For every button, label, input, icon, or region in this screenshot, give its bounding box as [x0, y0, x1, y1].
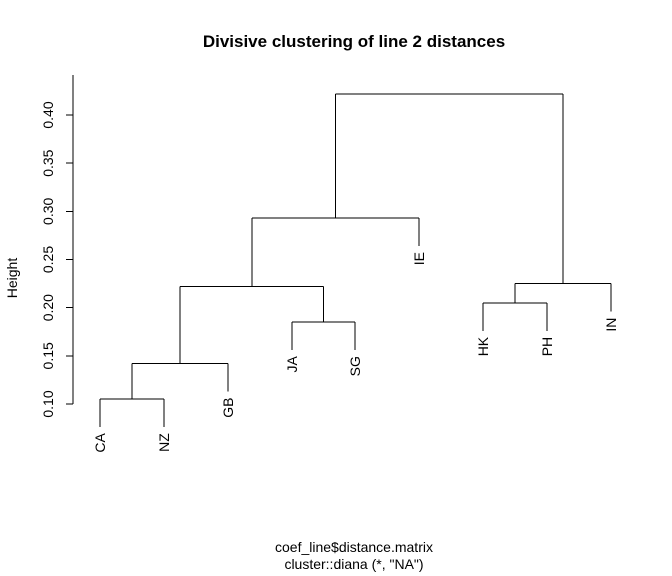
y-axis: 0.10 0.15 0.20 0.25 0.30 0.35 0.40: [40, 75, 74, 418]
leaf-label-in: IN: [603, 318, 619, 332]
leaf-label-gb: GB: [220, 398, 236, 418]
y-tick-label: 0.15: [40, 342, 56, 369]
dendrogram-branches: [99, 93, 612, 428]
y-tick-label: 0.40: [40, 101, 56, 128]
leaf-label-sg: SG: [347, 356, 363, 376]
x-axis-label: coef_line$distance.matrix: [275, 539, 433, 555]
chart-title: Divisive clustering of line 2 distances: [203, 32, 505, 51]
y-tick-label: 0.20: [40, 294, 56, 321]
leaf-label-hk: HK: [475, 336, 491, 356]
leaf-label-ja: JA: [284, 355, 300, 372]
leaf-label-nz: NZ: [156, 433, 172, 452]
y-tick-label: 0.35: [40, 149, 56, 176]
y-tick-label: 0.25: [40, 246, 56, 273]
y-tick-label: 0.10: [40, 390, 56, 417]
leaf-labels: CA NZ GB JA SG IE HK PH IN: [92, 252, 619, 453]
leaf-label-ca: CA: [92, 433, 108, 453]
leaf-label-ie: IE: [411, 252, 427, 265]
y-axis-label: Height: [4, 258, 20, 299]
y-tick-label: 0.30: [40, 197, 56, 224]
chart-subtitle: cluster::diana (*, "NA"): [284, 556, 423, 572]
leaf-label-ph: PH: [539, 337, 555, 356]
